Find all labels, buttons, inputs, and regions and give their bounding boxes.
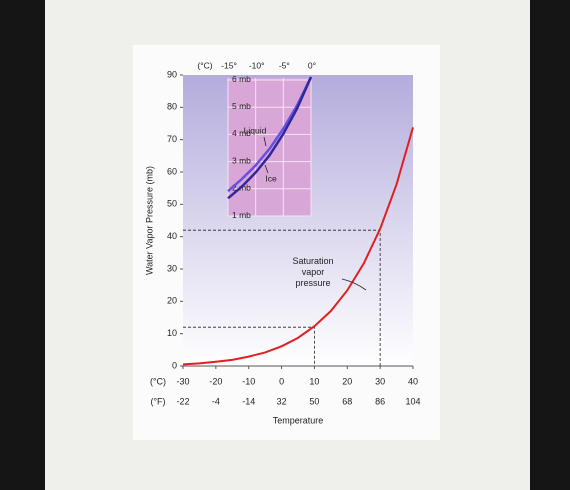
inset-y-tick-label: 3 mb — [232, 155, 251, 165]
y-tick-label: 80 — [167, 102, 177, 112]
y-tick-label: 10 — [167, 328, 177, 338]
annotation-line: pressure — [295, 278, 330, 288]
y-tick-label: 40 — [167, 231, 177, 241]
label-leader — [263, 136, 267, 147]
x-tick-label: -20 — [209, 376, 222, 386]
y-tick-label: 20 — [167, 296, 177, 306]
fahrenheit-label: 32 — [277, 396, 287, 406]
inset-unit-label: (°C) — [197, 60, 212, 70]
series-label: Liquid — [244, 125, 267, 135]
inset-y-tick-label: 6 mb — [232, 74, 251, 84]
inset-x-tick-label: 0° — [308, 60, 316, 70]
unit-label: (°C) — [150, 376, 166, 386]
vapor-curve — [182, 127, 414, 366]
inset-x-tick-label: -15° — [221, 60, 237, 70]
annotation-line: Saturation — [292, 256, 333, 266]
annotation-arrow — [341, 278, 367, 291]
x-tick-label: 0 — [279, 376, 284, 386]
annotation-line: vapor — [302, 267, 325, 277]
series-label: Ice — [265, 173, 277, 183]
inset-y-tick-label: 1 mb — [232, 210, 251, 220]
y-tick-label: 0 — [172, 360, 177, 370]
fahrenheit-label: 86 — [375, 396, 385, 406]
inset-x-tick-label: -5° — [279, 60, 290, 70]
inset-y-tick-label: 5 mb — [232, 101, 251, 111]
unit-label: (°F) — [150, 396, 165, 406]
annotation: Saturation vapor pressure — [292, 256, 333, 288]
fahrenheit-label: -4 — [212, 396, 220, 406]
y-tick-label: 60 — [167, 166, 177, 176]
x-tick-label: 10 — [309, 376, 319, 386]
fahrenheit-label: 68 — [342, 396, 352, 406]
inset-x-tick-label: -10° — [249, 60, 265, 70]
x-axis-title: Temperature — [273, 415, 324, 425]
fahrenheit-label: -14 — [242, 396, 255, 406]
label-leader — [264, 164, 269, 174]
x-tick-label: -10 — [242, 376, 255, 386]
y-tick-label: 50 — [167, 199, 177, 209]
x-tick-label: 20 — [342, 376, 352, 386]
inset-line — [227, 76, 313, 200]
fahrenheit-label: 104 — [405, 396, 420, 406]
y-tick-label: 70 — [167, 134, 177, 144]
fahrenheit-label: 50 — [309, 396, 319, 406]
y-tick-label: 90 — [167, 69, 177, 79]
x-tick-label: 40 — [408, 376, 418, 386]
x-tick-label: 30 — [375, 376, 385, 386]
y-tick-label: 30 — [167, 263, 177, 273]
y-axis-title: Water Vapor Pressure (mb) — [144, 166, 154, 275]
inset-y-tick-label: 4 mb — [232, 128, 251, 138]
fahrenheit-label: -22 — [176, 396, 189, 406]
x-tick-label: -30 — [176, 376, 189, 386]
